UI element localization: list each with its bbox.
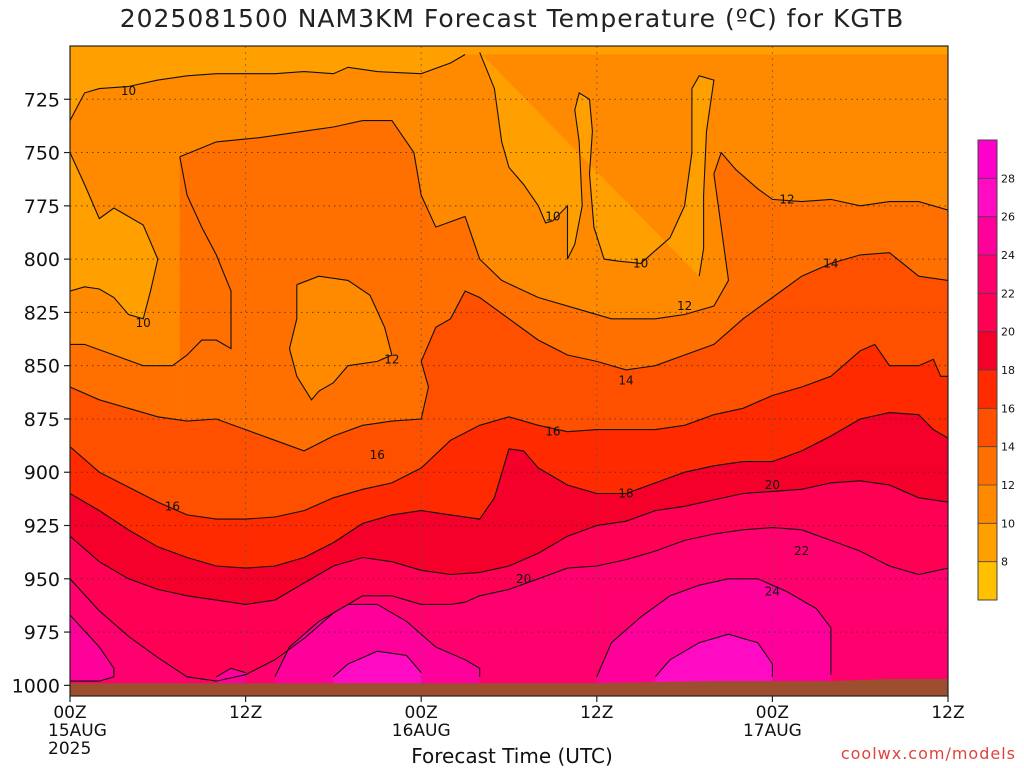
x-tick-label-12-0: 12Z [229,703,262,723]
contour-label-12: 12 [779,192,794,206]
ground-fill [70,678,948,696]
colorbar-segment-6 [978,561,997,600]
y-tick-label-975: 975 [24,622,60,644]
x-tick-label-48-0: 00Z [756,703,789,723]
isotherm-12-5 [288,275,393,401]
colorbar-tick-label-12: 12 [1001,479,1015,492]
isotherm-12-4 [70,156,232,367]
colorbar-tick-label-10: 10 [1001,517,1015,530]
colorbar-segment-14 [978,408,997,447]
isotherm-fill-layer [70,46,948,696]
colorbar: 8 10 12 14 16 18 20 22 24 26 28 [977,139,1015,601]
y-tick-label-900: 900 [24,462,60,484]
band-24-1 [274,604,480,696]
y-tick-label-750: 750 [24,143,60,165]
contour-label-10: 10 [136,316,151,330]
x-tick-label-24-1: 16AUG [392,721,451,741]
isotherm-18-8 [70,412,948,569]
isotherm-12-3 [179,120,948,320]
colorbar-segment-28 [978,140,997,179]
colorbar-tick-label-8: 8 [1001,556,1008,569]
y-tick-label-725: 725 [24,89,60,111]
colorbar-tick-label-28: 28 [1001,172,1015,185]
x-tick-label-0-1: 15AUG [48,721,107,741]
y-tick-label-925: 925 [24,516,60,538]
band-26-1 [655,634,773,696]
x-tick-label-36-0: 12Z [580,703,613,723]
colorbar-segment-18 [978,331,997,370]
colorbar-segment-8 [978,523,997,562]
x-tick-label-48-1: 17AUG [743,721,802,741]
isotherm-10-2 [479,52,715,277]
y-tick-label-825: 825 [24,302,60,324]
contour-label-18: 18 [618,487,633,501]
contour-label-16: 16 [165,499,180,513]
colorbar-tick-label-20: 20 [1001,326,1015,339]
ground-surface [70,678,948,696]
contour-label-14: 14 [823,256,838,270]
isotherm-16-7 [70,343,948,520]
gridlines [70,46,948,696]
x-axis-title: Forecast Time (UTC) [411,744,613,768]
x-tick-label-24-0: 00Z [405,703,438,723]
contour-label-12: 12 [677,299,692,313]
colorbar-tick-label-16: 16 [1001,402,1015,415]
band-10-pocket-center [479,52,714,277]
contour-label-14: 14 [618,374,633,388]
isotherm-24-16 [216,667,246,678]
contour-labels: 10 10 10 10 12 12 12 14 14 16 16 16 18 20 20 22 24 [121,84,839,599]
colorbar-tick-label-26: 26 [1001,211,1015,224]
band-10-pocket [70,152,158,319]
isotherm-26-14 [333,650,422,678]
isotherm-26-15 [654,633,773,678]
y-tick-label-775: 775 [24,196,60,218]
y-tick-label-875: 875 [24,409,60,431]
colorbar-tick-label-22: 22 [1001,287,1015,300]
y-tick-label-950: 950 [24,569,60,591]
contour-label-10: 10 [545,209,560,223]
y-tick-label-850: 850 [24,356,60,378]
colorbar-segment-22 [978,255,997,294]
isotherm-22-10 [70,527,948,682]
plot-frame [69,45,949,697]
contour-label-24: 24 [765,585,780,599]
chart-title: 2025081500 NAM3KM Forecast Temperature (… [119,4,905,33]
colorbar-tick-label-24: 24 [1001,249,1015,262]
colorbar-segment-12 [978,446,997,485]
colorbar-segment-24 [978,216,997,255]
contour-label-12: 12 [384,352,399,366]
contour-label-20: 20 [765,478,780,492]
axes: 725 750 775 800 825 850 875 900 925 950 975 1000 00Z… [12,45,965,759]
isotherm-14-6 [70,252,948,452]
isotherm-10-0 [70,54,466,121]
contour-label-22: 22 [794,544,809,558]
y-tick-label-800: 800 [24,249,60,271]
isotherm-24-12 [274,603,481,678]
isotherm-24-13 [596,578,832,678]
isotherm-24-11 [70,614,115,682]
x-tick-label-0-2: 2025 [48,739,91,759]
contour-label-16: 16 [370,448,385,462]
colorbar-segment-20 [978,293,997,332]
isotherm-20-9 [70,480,948,605]
x-tick-label-60-0: 12Z [931,703,964,723]
colorbar-tick-label-14: 14 [1001,441,1015,454]
source-credit: coolwx.com/models [840,744,1016,763]
contour-label-10: 10 [633,256,648,270]
x-tick-label-0-0: 00Z [53,703,86,723]
band-24-0 [70,615,114,696]
contour-label-20: 20 [516,572,531,586]
colorbar-segment-26 [978,178,997,217]
contour-label-10: 10 [121,84,136,98]
isotherm-10-1 [70,152,159,320]
colorbar-segment-10 [978,485,997,524]
contour-label-16: 16 [545,425,560,439]
isotherm-lines [70,52,948,682]
band-12-pocket [289,276,392,400]
y-tick-label-1000: 1000 [12,675,60,697]
colorbar-tick-label-18: 18 [1001,364,1015,377]
colorbar-segment-16 [978,370,997,409]
